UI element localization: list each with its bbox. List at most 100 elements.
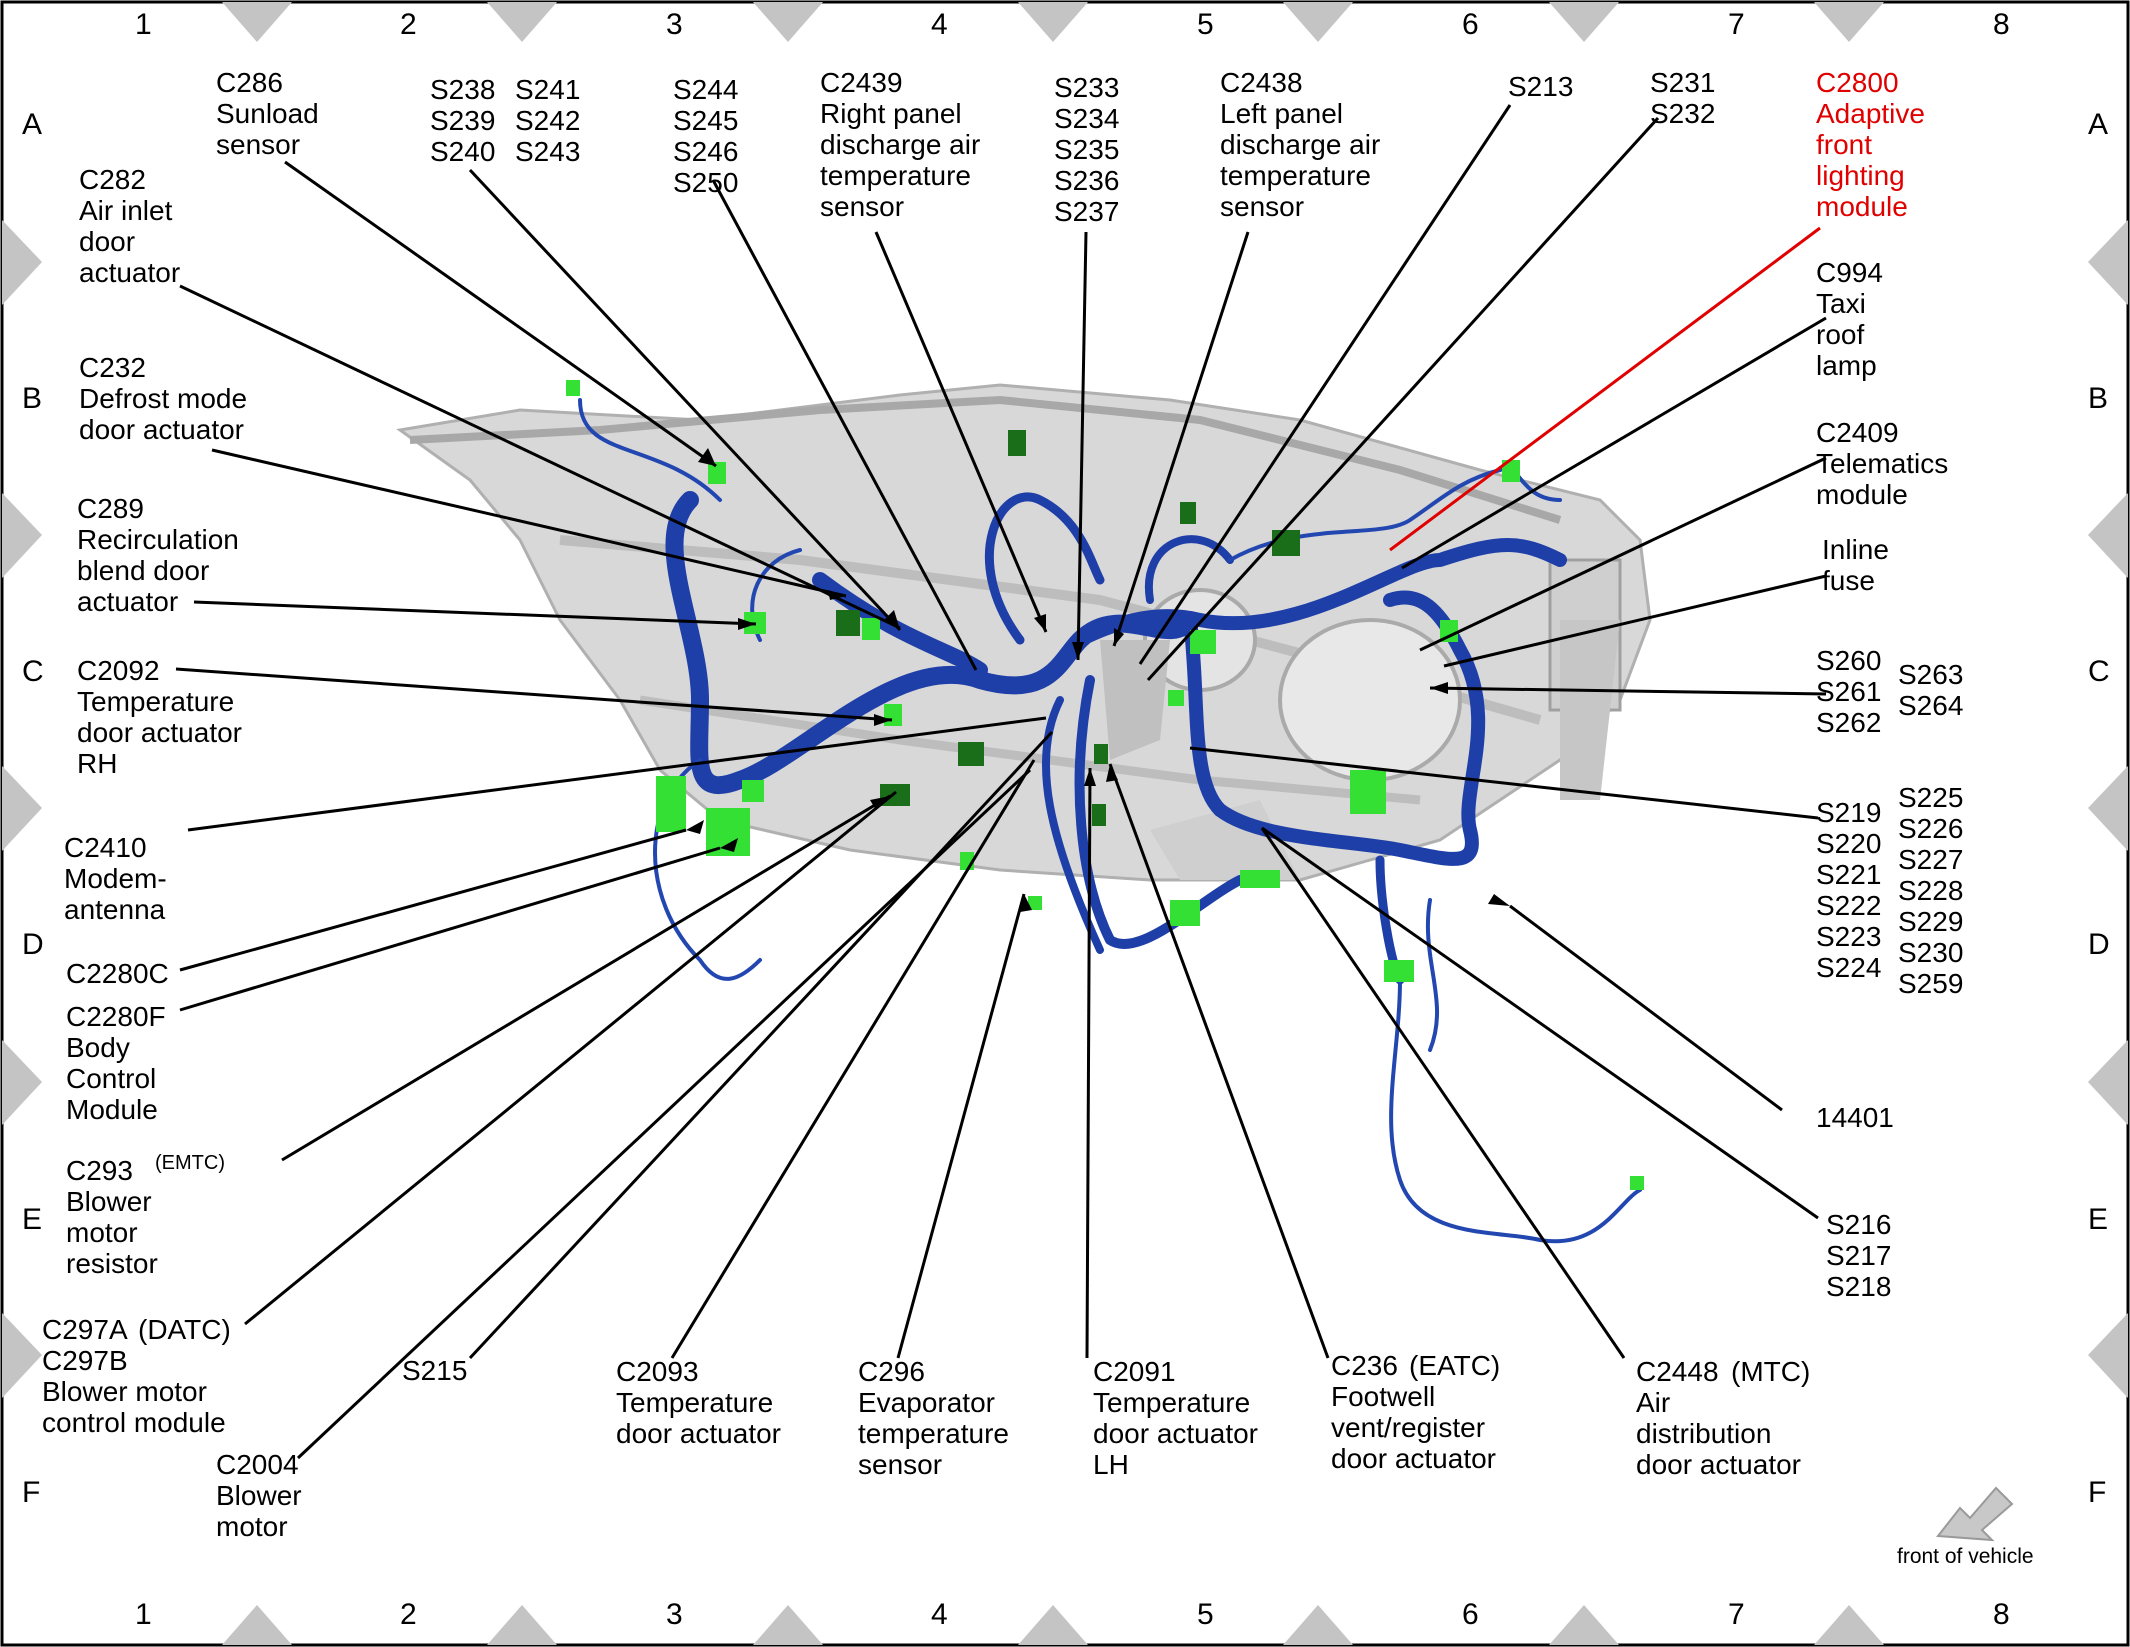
arrowheads: [686, 448, 1510, 912]
connector-c2448: [1350, 770, 1386, 814]
top-marker-3: [753, 2, 823, 42]
label-c2092: C2092 Temperature door actuator RH: [77, 655, 242, 779]
col-top-8: 8: [1993, 8, 2010, 41]
col-top-6: 6: [1462, 8, 1479, 41]
right-marker-3: [2088, 766, 2128, 851]
connector-center-1: [1190, 630, 1216, 654]
leader-lines: [175, 104, 1827, 1460]
label-c2409: C2409 Telematics module: [1816, 417, 1949, 510]
connector-c994: [1502, 460, 1520, 482]
front-of-vehicle-arrow: [1936, 1486, 2014, 1542]
top-marker-6: [1549, 2, 1619, 42]
connector-bcm-2: [742, 780, 764, 802]
label-14401: 14401: [1816, 1102, 1894, 1133]
connectors: [566, 380, 1644, 1190]
label-c2410: C2410 Modem- antenna: [64, 832, 167, 925]
row-right-e: E: [2088, 1203, 2109, 1236]
col-bottom-1: 1: [135, 1598, 152, 1631]
bottom-marker-4: [1018, 1605, 1088, 1645]
label-c296: C296 Evaporator temperature sensor: [858, 1356, 1009, 1480]
top-marker-1: [222, 2, 292, 42]
col-bottom-4: 4: [931, 1598, 948, 1631]
col-bottom-2: 2: [400, 1598, 417, 1631]
bottom-marker-6: [1549, 1605, 1619, 1645]
right-marker-2: [2088, 493, 2128, 578]
connector-c296: [1028, 896, 1042, 910]
label-inline-fuse: Inline fuse: [1822, 534, 1889, 596]
label-c289: C289 Recirculation blend door actuator: [77, 493, 239, 617]
label-s238: S238 S239 S240: [430, 74, 496, 167]
label-c994: C994 Taxi roof lamp: [1816, 257, 1883, 381]
top-marker-2: [487, 2, 557, 42]
row-left-d: D: [22, 928, 44, 961]
label-s213: S213: [1508, 71, 1574, 102]
label-c236-qualifier: (EATC): [1409, 1350, 1501, 1381]
instrument-panel: [396, 383, 1652, 882]
label-c2439: C2439 Right panel discharge air temperat…: [820, 67, 981, 222]
connector-c2800: [1272, 530, 1300, 556]
col-top-5: 5: [1197, 8, 1214, 41]
connector-top-left: [566, 380, 580, 396]
connector-c2280c: [656, 776, 686, 832]
connector-end: [1630, 1176, 1644, 1190]
col-top-4: 4: [931, 8, 948, 41]
connector-center-2: [1168, 690, 1184, 706]
bottom-marker-5: [1283, 1605, 1353, 1645]
right-marker-1: [2088, 220, 2128, 305]
label-c2280c: C2280C: [66, 958, 169, 989]
label-s231: S231 S232: [1650, 67, 1716, 129]
label-s219: S219 S220 S221 S222 S223 S224: [1816, 797, 1882, 983]
row-left-b: B: [22, 382, 43, 415]
connector-c2410: [958, 742, 984, 766]
label-s233: S233 S234 S235 S236 S237: [1054, 72, 1120, 227]
label-s241: S241 S242 S243: [515, 74, 581, 167]
col-bottom-6: 6: [1462, 1598, 1479, 1631]
left-marker-3: [2, 766, 42, 851]
left-marker-2: [2, 493, 42, 578]
col-bottom-7: 7: [1728, 1598, 1745, 1631]
label-s215: S215: [402, 1355, 468, 1386]
row-left-e: E: [22, 1203, 43, 1236]
label-c293-qualifier: (EMTC): [155, 1152, 225, 1174]
label-s216: S216 S217 S218: [1826, 1209, 1892, 1302]
row-right-c: C: [2088, 655, 2110, 688]
label-s225: S225 S226 S227 S228 S229 S230 S259: [1898, 782, 1964, 999]
connector-c286: [708, 462, 726, 484]
label-c2280f: C2280F Body Control Module: [66, 1001, 166, 1125]
wiring-harness: [578, 398, 1642, 1244]
bottom-marker-1: [222, 1605, 292, 1645]
row-right-b: B: [2088, 382, 2109, 415]
label-c2093: C2093 Temperature door actuator: [616, 1356, 781, 1449]
bottom-marker-3: [753, 1605, 823, 1645]
col-top-1: 1: [135, 8, 152, 41]
row-left-c: C: [22, 655, 44, 688]
left-marker-4: [2, 1040, 42, 1125]
connector-c2409: [1440, 620, 1458, 642]
row-right-a: A: [2088, 108, 2109, 141]
left-marker-5: [2, 1313, 42, 1398]
right-marker-5: [2088, 1313, 2128, 1398]
label-c297: C297A C297B Blower motor control module: [42, 1314, 226, 1438]
top-marker-7: [1814, 2, 1884, 42]
label-c2004: C2004 Blower motor: [216, 1449, 302, 1542]
label-c236: C236 Footwell vent/register door actuato…: [1331, 1350, 1496, 1474]
label-s260: S260 S261 S262: [1816, 645, 1882, 738]
front-of-vehicle-label: front of vehicle: [1897, 1545, 2034, 1568]
label-c232: C232 Defrost mode door actuator: [79, 352, 248, 445]
connector-c2091: [1092, 804, 1106, 826]
col-top-7: 7: [1728, 8, 1745, 41]
label-c2438: C2438 Left panel discharge air temperatu…: [1220, 67, 1381, 222]
connector-c282: [862, 618, 880, 640]
label-c293: C293 Blower motor resistor: [66, 1155, 158, 1279]
col-top-3: 3: [666, 8, 683, 41]
row-left-a: A: [22, 108, 43, 141]
label-s244: S244 S245 S246 S250: [673, 74, 739, 198]
row-left-f: F: [22, 1476, 41, 1509]
top-marker-5: [1283, 2, 1353, 42]
label-c282: C282 Air inlet door actuator: [79, 164, 181, 288]
label-c2091: C2091 Temperature door actuator LH: [1093, 1356, 1258, 1480]
col-bottom-5: 5: [1197, 1598, 1214, 1631]
